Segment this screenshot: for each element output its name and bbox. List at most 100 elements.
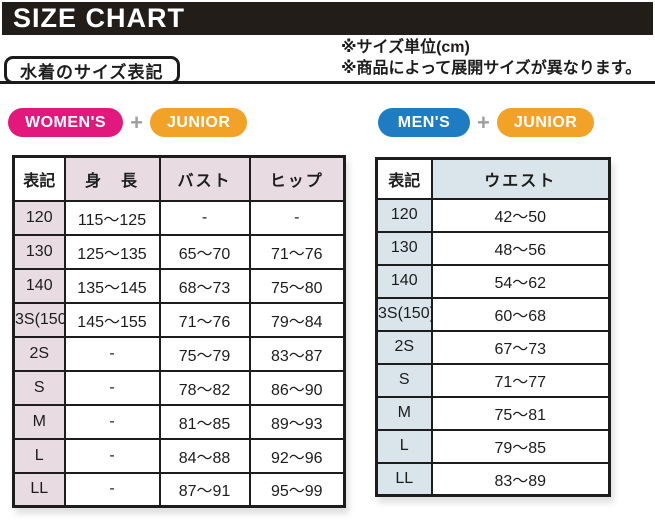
header-waist: ウエスト xyxy=(430,157,611,200)
note-availability: ※商品によって展開サイズが異なります。 xyxy=(341,60,642,77)
section-tab-label: 水着のサイズ表記 xyxy=(20,62,164,82)
womens-table-header-row: 表記 身 長 バスト ヒップ xyxy=(12,155,346,202)
height-cell: - xyxy=(63,403,161,440)
waist-cell: 75～81 xyxy=(430,395,611,431)
size-label-cell: 120 xyxy=(375,197,433,233)
hip-cell: 89～93 xyxy=(248,403,346,440)
section-divider xyxy=(0,81,655,84)
table-row: 120 115～125 - - xyxy=(12,199,346,236)
junior-badge: JUNIOR xyxy=(496,108,595,137)
table-row: 3S(150) 145～155 71～76 79～84 xyxy=(12,301,346,338)
size-label-cell: 130 xyxy=(375,230,433,266)
waist-cell: 71～77 xyxy=(430,362,611,398)
size-label-cell: L xyxy=(12,437,66,474)
hip-cell: 71～76 xyxy=(248,233,346,270)
waist-cell: 60～68 xyxy=(430,296,611,332)
table-row: 120 42～50 xyxy=(375,197,611,233)
size-label-cell: 120 xyxy=(12,199,66,236)
waist-cell: 48～56 xyxy=(430,230,611,266)
size-notes: ※サイズ単位(cm) ※商品によって展開サイズが異なります。 xyxy=(341,37,641,79)
header-bust: バスト xyxy=(158,155,251,202)
hip-cell: 75～80 xyxy=(248,267,346,304)
hip-cell: - xyxy=(248,199,346,236)
womens-table-body: 120 115～125 - - 130 125～135 65～70 71～76 … xyxy=(12,199,346,508)
womens-badge: WOMEN'S xyxy=(8,108,124,137)
size-label-cell: 3S(150) xyxy=(12,301,66,338)
bust-cell: 84～88 xyxy=(158,437,251,474)
bust-cell: 81～85 xyxy=(158,403,251,440)
size-label-cell: 3S(150) xyxy=(375,296,433,332)
plus-sign: + xyxy=(130,109,143,135)
page-title-bar: SIZE CHART xyxy=(2,2,653,35)
height-cell: 145～155 xyxy=(63,301,161,338)
bust-cell: - xyxy=(158,199,251,236)
size-label-cell: LL xyxy=(375,461,433,497)
bust-cell: 75～79 xyxy=(158,335,251,372)
mens-badge: MEN'S xyxy=(378,108,470,137)
waist-cell: 79～85 xyxy=(430,428,611,464)
size-label-cell: M xyxy=(12,403,66,440)
size-label-cell: L xyxy=(375,428,433,464)
header-hip: ヒップ xyxy=(248,155,346,202)
bust-cell: 87～91 xyxy=(158,471,251,508)
table-row: 130 125～135 65～70 71～76 xyxy=(12,233,346,270)
header-notation: 表記 xyxy=(12,155,66,202)
hip-cell: 86～90 xyxy=(248,369,346,406)
size-label-cell: 130 xyxy=(12,233,66,270)
table-row: L - 84～88 92～96 xyxy=(12,437,346,474)
mens-table-header-row: 表記 ウエスト xyxy=(375,157,611,200)
table-row: M 75～81 xyxy=(375,395,611,431)
size-label-cell: 2S xyxy=(375,329,433,365)
hip-cell: 95～99 xyxy=(248,471,346,508)
height-cell: - xyxy=(63,471,161,508)
womens-size-table: 表記 身 長 バスト ヒップ 120 115～125 - - 130 125～1… xyxy=(12,155,346,508)
bust-cell: 65～70 xyxy=(158,233,251,270)
hip-cell: 79～84 xyxy=(248,301,346,338)
table-row: S - 78～82 86～90 xyxy=(12,369,346,406)
size-label-cell: M xyxy=(375,395,433,431)
hip-cell: 92～96 xyxy=(248,437,346,474)
size-label-cell: S xyxy=(375,362,433,398)
womens-badge-group: WOMEN'S + JUNIOR xyxy=(8,108,248,137)
waist-cell: 83～89 xyxy=(430,461,611,497)
bust-cell: 71～76 xyxy=(158,301,251,338)
section-tab: 水着のサイズ表記 xyxy=(4,56,180,84)
waist-cell: 67～73 xyxy=(430,329,611,365)
table-row: 140 54～62 xyxy=(375,263,611,299)
mens-size-table: 表記 ウエスト 120 42～50 130 48～56 140 54～62 xyxy=(375,157,611,497)
waist-cell: 42～50 xyxy=(430,197,611,233)
table-row: 130 48～56 xyxy=(375,230,611,266)
hip-cell: 83～87 xyxy=(248,335,346,372)
height-cell: - xyxy=(63,335,161,372)
height-cell: 135～145 xyxy=(63,267,161,304)
size-label-cell: LL xyxy=(12,471,66,508)
mens-table-body: 120 42～50 130 48～56 140 54～62 3S(150) 60… xyxy=(375,197,611,497)
table-row: L 79～85 xyxy=(375,428,611,464)
bust-cell: 78～82 xyxy=(158,369,251,406)
table-row: 140 135～145 68～73 75～80 xyxy=(12,267,346,304)
height-cell: 125～135 xyxy=(63,233,161,270)
mens-badge-group: MEN'S + JUNIOR xyxy=(378,108,595,137)
size-label-cell: S xyxy=(12,369,66,406)
height-cell: - xyxy=(63,369,161,406)
table-row: M - 81～85 89～93 xyxy=(12,403,346,440)
size-label-cell: 140 xyxy=(12,267,66,304)
height-cell: 115～125 xyxy=(63,199,161,236)
height-cell: - xyxy=(63,437,161,474)
table-row: S 71～77 xyxy=(375,362,611,398)
header-notation: 表記 xyxy=(375,157,433,200)
junior-badge: JUNIOR xyxy=(149,108,248,137)
table-row: 3S(150) 60～68 xyxy=(375,296,611,332)
size-label-cell: 140 xyxy=(375,263,433,299)
table-row: LL - 87～91 95～99 xyxy=(12,471,346,508)
table-row: LL 83～89 xyxy=(375,461,611,497)
page-title: SIZE CHART xyxy=(13,3,185,33)
size-label-cell: 2S xyxy=(12,335,66,372)
bust-cell: 68～73 xyxy=(158,267,251,304)
table-row: 2S 67～73 xyxy=(375,329,611,365)
waist-cell: 54～62 xyxy=(430,263,611,299)
header-height: 身 長 xyxy=(63,155,161,202)
note-unit: ※サイズ単位(cm) xyxy=(341,39,470,56)
plus-sign: + xyxy=(477,109,490,135)
